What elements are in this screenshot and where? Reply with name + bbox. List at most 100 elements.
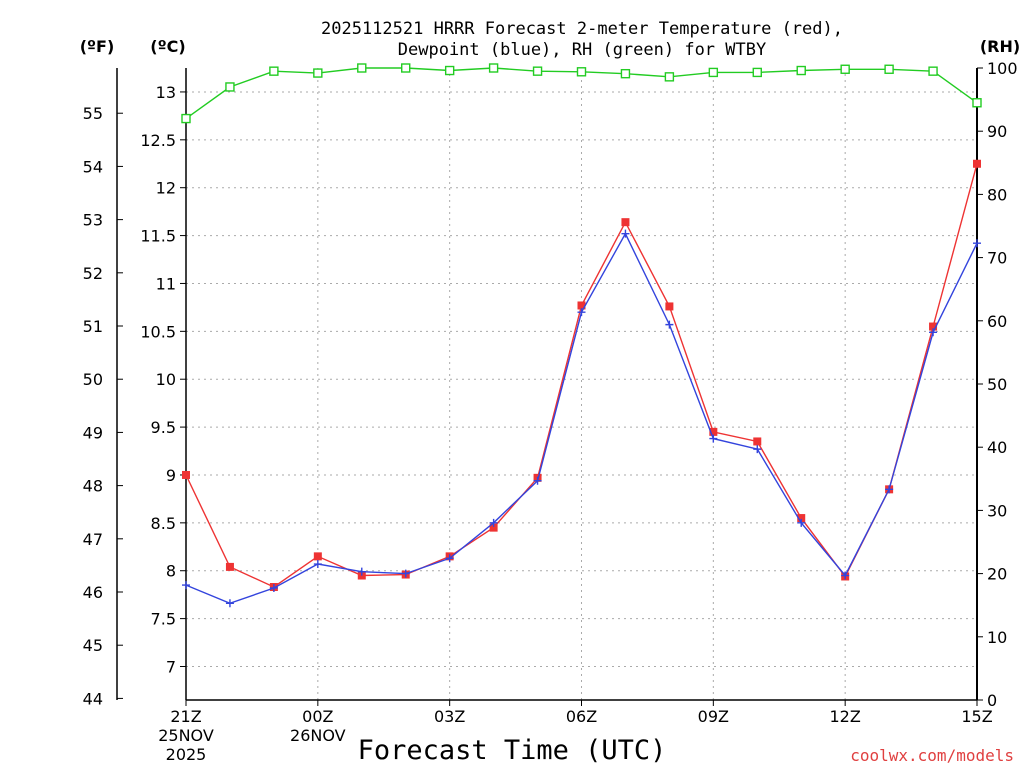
rh-tick-label: 0	[987, 691, 997, 710]
rh-point	[357, 63, 367, 73]
fahrenheit-tick-label: 54	[83, 157, 103, 176]
temperature-point	[753, 437, 762, 446]
dewpoint-point	[225, 599, 234, 608]
celsius-tick-label: 9.5	[151, 418, 176, 437]
rh-point	[708, 67, 719, 78]
celsius-tick-label: 10	[156, 370, 176, 389]
rh-point	[532, 66, 543, 76]
dewpoint-point	[401, 569, 410, 578]
x-axis-title: Forecast Time (UTC)	[358, 735, 667, 766]
celsius-tick-label: 8	[166, 562, 176, 581]
rh-point	[488, 63, 499, 73]
temperature-point	[577, 301, 586, 310]
dewpoint-series	[182, 229, 981, 608]
temperature-point	[489, 523, 498, 532]
fahrenheit-tick-label: 47	[83, 530, 103, 549]
rh-point	[840, 64, 850, 74]
dewpoint-point	[665, 320, 674, 329]
temperature-point	[225, 562, 234, 571]
celsius-tick-label: 11	[156, 274, 176, 293]
rh-point	[664, 72, 675, 82]
rh-point	[444, 65, 455, 76]
chart-title-line1: 2025112521 HRRR Forecast 2-meter Tempera…	[321, 19, 843, 39]
rh-point	[620, 68, 631, 79]
x-tick-year-label: 2025	[166, 745, 207, 764]
temperature-point	[973, 159, 981, 168]
x-tick-label: 09Z	[698, 707, 729, 726]
rh-tick-label: 40	[987, 438, 1007, 457]
celsius-unit-label: (ºC)	[150, 37, 185, 56]
fahrenheit-tick-label: 48	[83, 477, 103, 496]
dewpoint-point	[533, 476, 542, 485]
fahrenheit-tick-label: 52	[83, 264, 103, 283]
rh-point	[928, 66, 938, 76]
celsius-tick-label: 12.5	[140, 131, 176, 150]
dewpoint-point	[313, 560, 322, 569]
fahrenheit-tick-label: 55	[83, 104, 103, 123]
dewpoint-point	[753, 445, 762, 454]
dewpoint-point	[357, 567, 366, 576]
x-tick-label: 00Z	[302, 707, 333, 726]
rh-point	[313, 68, 323, 78]
dewpoint-point	[841, 571, 850, 580]
chart-title-line2: Dewpoint (blue), RH (green) for WTBY	[398, 40, 766, 60]
temperature-point	[929, 322, 938, 331]
rh-point	[401, 63, 411, 73]
rh-point	[752, 67, 762, 78]
temperature-point	[182, 470, 190, 479]
fahrenheit-tick-label: 51	[83, 317, 103, 336]
axes: 7 7.5 8 8.5 9 9.5 10 10.5 11 11.5 12 12.5 13 44 45 46 47…	[83, 59, 1018, 764]
celsius-tick-label: 8.5	[151, 514, 176, 533]
dewpoint-line	[185, 232, 978, 605]
rh-tick-label: 90	[987, 122, 1007, 141]
x-tick-date-label: 26NOV	[290, 726, 346, 745]
rh-tick-label: 20	[987, 565, 1007, 584]
credit-label: coolwx.com/models	[850, 746, 1014, 765]
rh-tick-label: 80	[987, 185, 1007, 204]
celsius-tick-label: 10.5	[140, 322, 176, 341]
rh-tick-label: 10	[987, 628, 1007, 647]
celsius-tick-label: 13	[156, 83, 176, 102]
rh-tick-label: 60	[987, 312, 1007, 331]
celsius-tick-label: 7	[166, 657, 176, 676]
fahrenheit-tick-label: 49	[83, 423, 103, 442]
celsius-tick-label: 7.5	[151, 610, 176, 629]
rh-point	[884, 64, 894, 74]
rh-tick-label: 50	[987, 375, 1007, 394]
rh-point	[796, 65, 806, 76]
dewpoint-point	[489, 518, 498, 527]
celsius-tick-label: 12	[156, 179, 176, 198]
x-tick-label: 03Z	[434, 707, 465, 726]
dewpoint-point	[709, 434, 718, 443]
temperature-point	[313, 552, 322, 561]
dewpoint-point	[621, 229, 630, 238]
rh-point	[576, 67, 587, 77]
rh-point	[181, 113, 191, 124]
temperature-point	[665, 302, 674, 311]
rh-unit-label: (RH)	[980, 37, 1020, 56]
rh-tick-label: 100	[987, 59, 1018, 78]
fahrenheit-tick-label: 46	[83, 583, 103, 602]
dewpoint-point	[445, 554, 454, 563]
fahrenheit-tick-label: 44	[83, 689, 103, 708]
x-tick-label: 21Z	[170, 707, 201, 726]
dewpoint-point	[797, 518, 806, 527]
fahrenheit-unit-label: (ºF)	[80, 37, 115, 56]
dewpoint-point	[577, 308, 586, 317]
rh-point	[225, 82, 235, 92]
dewpoint-point	[182, 581, 190, 590]
temperature-point	[797, 514, 806, 523]
x-tick-label: 12Z	[830, 707, 861, 726]
temperature-point	[709, 427, 718, 436]
x-tick-label: 06Z	[566, 707, 597, 726]
fahrenheit-tick-label: 45	[83, 636, 103, 655]
x-tick-label: 15Z	[961, 707, 992, 726]
celsius-tick-label: 9	[166, 466, 176, 485]
rh-tick-label: 30	[987, 501, 1007, 520]
temperature-point	[621, 218, 630, 227]
x-tick-date-label: 25NOV	[158, 726, 214, 745]
dewpoint-point	[973, 239, 981, 248]
rh-series	[181, 63, 982, 124]
fahrenheit-tick-label: 53	[83, 211, 103, 230]
series-layer	[181, 63, 982, 608]
